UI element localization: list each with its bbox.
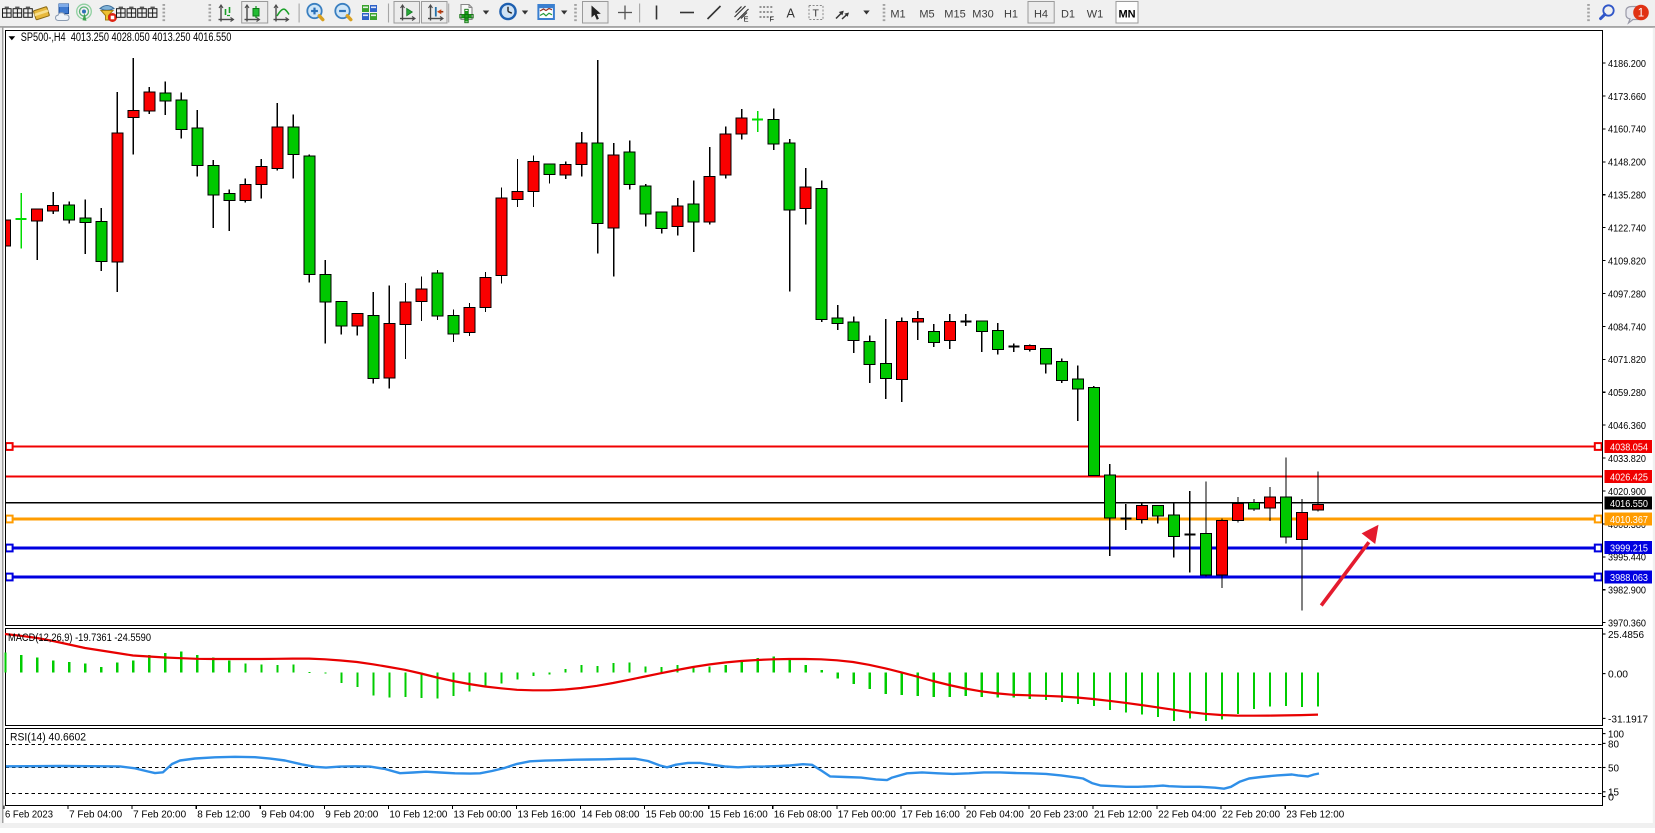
svg-text:9 Feb 20:00: 9 Feb 20:00: [325, 809, 378, 821]
svg-text:4010.367: 4010.367: [1610, 514, 1648, 526]
svg-text:3970.360: 3970.360: [1608, 618, 1646, 630]
svg-text:M15: M15: [944, 8, 965, 20]
svg-text:4186.200: 4186.200: [1608, 58, 1646, 70]
svg-text:4038.054: 4038.054: [1610, 441, 1648, 453]
svg-text:4016.550: 4016.550: [1610, 498, 1648, 510]
svg-text:E: E: [744, 15, 749, 24]
svg-text:RSI(14) 40.6602: RSI(14) 40.6602: [10, 732, 86, 744]
svg-text:7 Feb 20:00: 7 Feb 20:00: [133, 809, 186, 821]
svg-text:4084.740: 4084.740: [1608, 321, 1646, 333]
svg-text:0: 0: [1608, 791, 1614, 803]
svg-text:4059.280: 4059.280: [1608, 387, 1646, 399]
svg-text:20 Feb 23:00: 20 Feb 23:00: [1030, 809, 1088, 821]
svg-text:3999.215: 3999.215: [1610, 542, 1648, 554]
svg-text:16 Feb 08:00: 16 Feb 08:00: [774, 809, 832, 821]
svg-text:22 Feb 20:00: 22 Feb 20:00: [1222, 809, 1280, 821]
svg-text:H1: H1: [1004, 8, 1018, 20]
svg-text:4173.660: 4173.660: [1608, 91, 1646, 103]
svg-text:D1: D1: [1061, 8, 1075, 20]
svg-text:15 Feb 16:00: 15 Feb 16:00: [710, 809, 768, 821]
svg-text:50: 50: [1608, 762, 1619, 774]
svg-text:4033.820: 4033.820: [1608, 453, 1646, 465]
svg-text:4020.900: 4020.900: [1608, 486, 1646, 498]
svg-text:M1: M1: [890, 8, 905, 20]
svg-text:SP500-,H4 4013.250 4028.050 4: SP500-,H4 4013.250 4028.050 4013.250 401…: [21, 32, 232, 44]
svg-text:4148.200: 4148.200: [1608, 157, 1646, 169]
svg-text:MACD(12,26,9) -19.7361 -24.559: MACD(12,26,9) -19.7361 -24.5590: [8, 632, 151, 644]
svg-text:15 Feb 00:00: 15 Feb 00:00: [646, 809, 704, 821]
svg-text:T: T: [813, 8, 820, 20]
svg-text:1: 1: [1638, 8, 1644, 20]
svg-text:4135.280: 4135.280: [1608, 190, 1646, 202]
svg-text:21 Feb 12:00: 21 Feb 12:00: [1094, 809, 1152, 821]
svg-text:4071.820: 4071.820: [1608, 354, 1646, 366]
svg-text:M5: M5: [919, 8, 934, 20]
svg-text:M30: M30: [972, 8, 993, 20]
svg-text:F: F: [770, 15, 775, 24]
svg-text:25.4856: 25.4856: [1608, 629, 1644, 641]
svg-text:17 Feb 16:00: 17 Feb 16:00: [902, 809, 960, 821]
svg-text:3995.440: 3995.440: [1608, 552, 1646, 564]
svg-text:17 Feb 00:00: 17 Feb 00:00: [838, 809, 896, 821]
svg-text:10 Feb 12:00: 10 Feb 12:00: [389, 809, 447, 821]
svg-text:MN: MN: [1118, 8, 1135, 20]
svg-text:4026.425: 4026.425: [1610, 471, 1648, 483]
svg-text:4046.360: 4046.360: [1608, 420, 1646, 432]
svg-text:13 Feb 16:00: 13 Feb 16:00: [518, 809, 576, 821]
svg-text:9 Feb 04:00: 9 Feb 04:00: [261, 809, 314, 821]
svg-text:3988.063: 3988.063: [1610, 572, 1648, 584]
svg-text:4109.820: 4109.820: [1608, 255, 1646, 267]
svg-text:20 Feb 04:00: 20 Feb 04:00: [966, 809, 1024, 821]
svg-text:13 Feb 00:00: 13 Feb 00:00: [453, 809, 511, 821]
svg-text:8 Feb 12:00: 8 Feb 12:00: [197, 809, 250, 821]
svg-text:-31.1917: -31.1917: [1608, 713, 1648, 725]
svg-text:4122.740: 4122.740: [1608, 223, 1646, 235]
svg-text:3982.900: 3982.900: [1608, 585, 1646, 597]
svg-text:15: 15: [1608, 787, 1619, 799]
svg-text:4097.280: 4097.280: [1608, 288, 1646, 300]
svg-text:A: A: [787, 7, 796, 21]
svg-text:4160.740: 4160.740: [1608, 124, 1646, 136]
svg-text:7 Feb 04:00: 7 Feb 04:00: [69, 809, 122, 821]
svg-text:14 Feb 08:00: 14 Feb 08:00: [582, 809, 640, 821]
svg-text:W1: W1: [1087, 8, 1104, 20]
svg-text:6 Feb 2023: 6 Feb 2023: [5, 809, 53, 821]
svg-text:22 Feb 04:00: 22 Feb 04:00: [1158, 809, 1216, 821]
svg-text:100: 100: [1608, 729, 1624, 741]
svg-text:0.00: 0.00: [1608, 669, 1628, 681]
svg-text:H4: H4: [1034, 8, 1048, 20]
svg-text:23 Feb 12:00: 23 Feb 12:00: [1286, 809, 1344, 821]
svg-text:80: 80: [1608, 738, 1619, 750]
